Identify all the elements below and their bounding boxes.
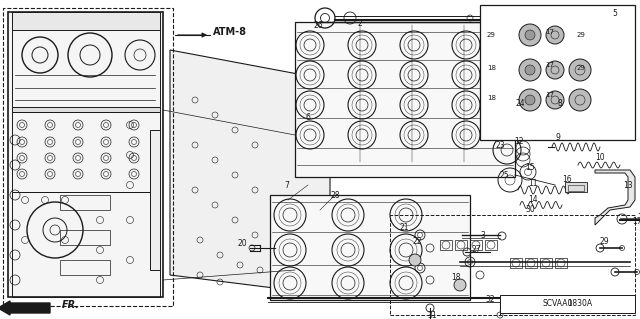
Bar: [12, 12, 160, 107]
Circle shape: [519, 24, 541, 46]
Bar: [150, 130, 160, 270]
Bar: [12, 192, 160, 297]
Bar: [12, 12, 160, 30]
Text: 16: 16: [562, 174, 572, 183]
Bar: [3, 8, 173, 306]
Text: 29: 29: [487, 32, 496, 38]
Text: 23: 23: [495, 142, 505, 151]
Bar: [60, 230, 110, 245]
Circle shape: [525, 95, 535, 105]
Bar: [568, 185, 584, 191]
Bar: [485, 240, 497, 250]
Bar: [12, 107, 160, 112]
Text: 30: 30: [525, 205, 535, 214]
Text: 24: 24: [515, 100, 525, 108]
Text: 11: 11: [528, 180, 538, 189]
Bar: [485, 113, 545, 133]
Polygon shape: [170, 50, 330, 295]
Text: 22: 22: [412, 238, 422, 247]
Bar: [390, 215, 635, 315]
Text: 15: 15: [525, 164, 535, 173]
Bar: [60, 195, 110, 210]
Text: 10: 10: [595, 153, 605, 162]
Bar: [440, 240, 452, 250]
Text: 29: 29: [599, 238, 609, 247]
Circle shape: [525, 65, 535, 75]
Text: 14: 14: [528, 196, 538, 204]
Circle shape: [454, 279, 466, 291]
Text: 18: 18: [487, 65, 496, 71]
Bar: [270, 195, 470, 300]
Text: SCVAA0830A: SCVAA0830A: [543, 300, 593, 308]
Bar: [525, 258, 537, 268]
Text: FR.: FR.: [62, 300, 80, 310]
Circle shape: [546, 61, 564, 79]
Circle shape: [519, 89, 541, 111]
Text: 20: 20: [237, 240, 247, 249]
Text: 7: 7: [285, 181, 289, 189]
Circle shape: [519, 59, 541, 81]
Text: 18: 18: [451, 273, 461, 283]
Text: 19: 19: [637, 213, 640, 222]
Bar: [295, 22, 515, 177]
Circle shape: [546, 26, 564, 44]
Circle shape: [569, 59, 591, 81]
Text: 32: 32: [485, 295, 495, 305]
Text: 3: 3: [481, 231, 485, 240]
Bar: [480, 5, 635, 140]
Circle shape: [596, 16, 604, 24]
Text: 13: 13: [623, 181, 633, 189]
Bar: [555, 258, 567, 268]
Text: 2: 2: [358, 19, 362, 28]
Text: 29: 29: [577, 65, 586, 71]
Bar: [60, 260, 110, 275]
Circle shape: [525, 30, 535, 40]
Bar: [470, 240, 482, 250]
Bar: [8, 12, 163, 297]
Circle shape: [569, 89, 591, 111]
Circle shape: [546, 91, 564, 109]
Text: 26: 26: [313, 21, 323, 31]
Text: 9: 9: [556, 133, 561, 143]
Text: 17: 17: [632, 218, 640, 226]
Text: 5: 5: [612, 10, 618, 19]
Text: 25: 25: [499, 170, 509, 180]
Bar: [565, 182, 587, 192]
Circle shape: [409, 254, 421, 266]
Bar: [500, 295, 635, 313]
Text: 28: 28: [330, 190, 340, 199]
Bar: [455, 240, 467, 250]
Text: 17: 17: [545, 92, 554, 98]
Text: 8: 8: [557, 99, 563, 108]
Text: 6: 6: [305, 114, 310, 122]
Text: 29: 29: [577, 32, 586, 38]
Text: ATM-8: ATM-8: [213, 27, 247, 37]
Bar: [510, 258, 522, 268]
Text: 18: 18: [487, 95, 496, 101]
Text: 17: 17: [545, 62, 554, 68]
Text: 17: 17: [545, 29, 554, 35]
Text: 12: 12: [515, 137, 524, 146]
Text: 21: 21: [399, 224, 409, 233]
FancyArrow shape: [0, 301, 50, 315]
Text: 27: 27: [471, 246, 481, 255]
Text: 31: 31: [427, 311, 437, 319]
Bar: [12, 112, 160, 192]
Text: 1: 1: [568, 300, 572, 308]
Bar: [540, 258, 552, 268]
Polygon shape: [595, 170, 635, 225]
